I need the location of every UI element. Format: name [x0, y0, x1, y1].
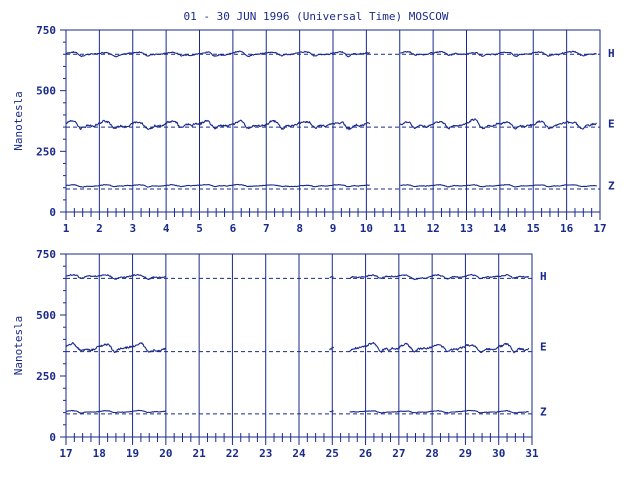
series-H-trace: [65, 50, 597, 58]
x-tick-label: 19: [126, 447, 139, 460]
x-tick-label: 24: [292, 447, 306, 460]
panel-days-17-31: 17 18 19 20 21 22 23 24 25 26 27 28 29 30 31 0 250 500 750…: [12, 248, 547, 460]
x-tick-label: 6: [230, 222, 237, 235]
x-tick-label: 10: [360, 222, 373, 235]
y-tick-label: 500: [36, 309, 56, 322]
x-tick-label: 23: [259, 447, 272, 460]
series-E-trace: [65, 341, 530, 354]
x-tick-label: 9: [330, 222, 337, 235]
x-tick-label: 16: [560, 222, 574, 235]
series-label-Z: Z: [608, 179, 615, 192]
x-tick-label: 1: [63, 222, 70, 235]
series-E-trace: [65, 118, 597, 131]
y-tick-label: 750: [36, 24, 56, 37]
series-label-H: H: [608, 47, 615, 60]
x-tick-label: 18: [93, 447, 106, 460]
x-tick-label: 4: [163, 222, 170, 235]
y-axis-label: Nanotesla: [12, 91, 25, 151]
x-tick-label: 15: [527, 222, 540, 235]
y-axis-label: Nanotesla: [12, 316, 25, 376]
x-tick-label: 7: [263, 222, 270, 235]
x-tick-label: 29: [459, 447, 472, 460]
x-tick-label: 17: [59, 447, 72, 460]
series-label-H: H: [540, 270, 547, 283]
y-tick-label: 250: [36, 370, 56, 383]
x-tick-label: 8: [296, 222, 303, 235]
x-tick-label: 27: [392, 447, 405, 460]
x-tick-label: 31: [525, 447, 539, 460]
x-tick-label: 25: [326, 447, 339, 460]
y-tick-label: 500: [36, 85, 56, 98]
x-tick-label: 5: [196, 222, 203, 235]
x-tick-label: 26: [359, 447, 373, 460]
y-tick-label: 0: [49, 206, 56, 219]
panel-days-1-17: 1 2 3 4 5 6 7 8 9 10 11 12 13 14 15 16 170250500750Nanot…: [12, 24, 615, 235]
series-H-trace: [65, 273, 530, 281]
series-Z-trace: [65, 183, 597, 188]
series-label-E: E: [540, 341, 547, 354]
series-label-E: E: [608, 117, 615, 130]
series-label-Z: Z: [540, 405, 547, 418]
x-tick-label: 11: [393, 222, 407, 235]
x-tick-label: 17: [593, 222, 606, 235]
x-tick-label: 13: [460, 222, 473, 235]
x-tick-label: 28: [426, 447, 439, 460]
y-tick-label: 0: [49, 431, 56, 444]
x-tick-label: 20: [159, 447, 172, 460]
x-tick-label: 2: [96, 222, 103, 235]
x-tick-label: 30: [492, 447, 505, 460]
series-Z-trace: [65, 409, 529, 414]
x-tick-label: 3: [129, 222, 136, 235]
chart-title: 01 - 30 JUN 1996 (Universal Time) MOSCOW: [184, 10, 449, 23]
y-tick-label: 250: [36, 145, 56, 158]
x-tick-label: 14: [493, 222, 507, 235]
x-tick-label: 22: [226, 447, 239, 460]
y-tick-label: 750: [36, 248, 56, 261]
x-tick-label: 12: [427, 222, 440, 235]
x-tick-label: 21: [193, 447, 207, 460]
